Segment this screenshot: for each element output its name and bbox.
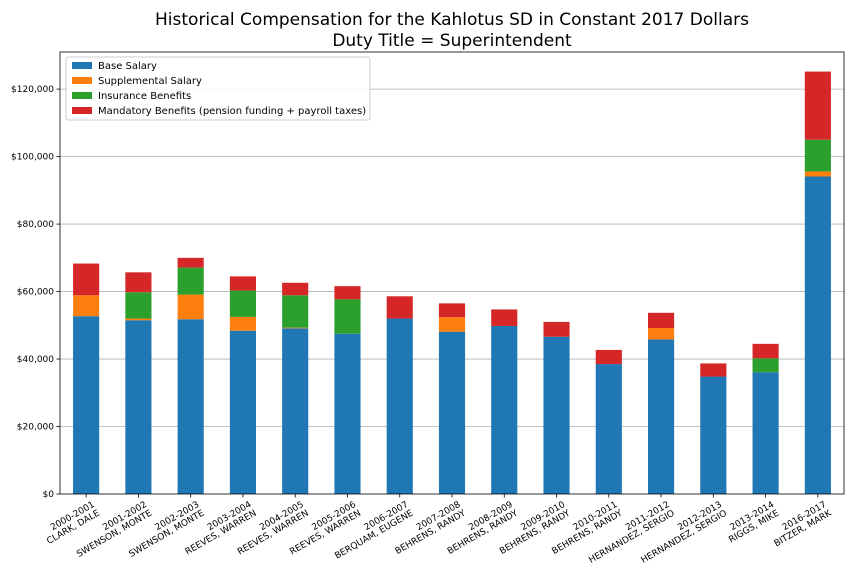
y-tick-label: $100,000: [11, 153, 54, 163]
bar-segment: [334, 299, 361, 334]
bar-segment: [282, 295, 309, 328]
bar-segment: [752, 358, 779, 373]
bar-segment: [438, 331, 466, 494]
legend-swatch: [72, 62, 92, 69]
legend-frame: [65, 56, 371, 121]
bar-segment: [648, 327, 675, 340]
bar-segment: [177, 319, 204, 494]
bar-segment: [125, 272, 152, 293]
bar-segment: [229, 330, 256, 494]
y-tick-label: $80,000: [17, 220, 54, 230]
bar-segment: [648, 312, 675, 328]
bars: [73, 71, 831, 494]
bar-segment: [125, 318, 152, 321]
bar-segment: [229, 316, 256, 331]
bar-segment: [804, 139, 831, 172]
bar-segment: [648, 339, 675, 494]
bar-segment: [73, 263, 100, 296]
bar-segment: [752, 372, 779, 494]
bar-segment: [438, 317, 466, 332]
bar-segment: [595, 349, 622, 365]
y-tick-label: $40,000: [17, 355, 54, 365]
bar-segment: [282, 327, 309, 329]
bar-segment: [73, 295, 100, 317]
bar-segment: [804, 171, 831, 177]
plot-area: $0 $20,000 $40,000 $60,000 $80,000 $100,000 $1…: [11, 51, 845, 566]
chart-subtitle: Duty Title = Superintendent: [332, 31, 572, 51]
chart-title: Historical Compensation for the Kahlotus…: [155, 10, 749, 30]
bar-segment: [282, 282, 309, 296]
legend-swatch: [72, 107, 92, 114]
bar-segment: [73, 316, 100, 494]
legend-label: Insurance Benefits: [98, 91, 191, 102]
y-tick-label: $0: [43, 490, 55, 500]
y-tick-label: $120,000: [11, 85, 54, 95]
bar-segment: [804, 71, 831, 140]
legend-label: Base Salary: [98, 61, 157, 72]
y-axis: $0 $20,000 $40,000 $60,000 $80,000 $100,000 $1…: [11, 85, 60, 500]
bar-segment: [700, 376, 727, 494]
bar-segment: [177, 294, 204, 320]
legend-swatch: [72, 77, 92, 84]
bar-segment: [334, 286, 361, 300]
bar-segment: [491, 309, 518, 326]
bar-segment: [386, 318, 413, 494]
bar-segment: [177, 267, 204, 295]
bar-segment: [177, 257, 204, 268]
bar-segment: [543, 321, 570, 337]
bar-segment: [438, 303, 466, 318]
legend-label: Mandatory Benefits (pension funding + pa…: [98, 106, 366, 117]
legend-swatch: [72, 92, 92, 99]
bar-segment: [543, 336, 570, 494]
bar-segment: [125, 320, 152, 494]
y-tick-label: $20,000: [17, 423, 54, 433]
bar-segment: [595, 364, 622, 494]
legend-label: Supplemental Salary: [98, 76, 202, 87]
bar-segment: [386, 296, 413, 319]
legend: Base Salary Supplemental Salary Insurance …: [65, 56, 371, 121]
bar-segment: [804, 176, 831, 494]
bar-segment: [491, 325, 518, 494]
bar-segment: [700, 363, 727, 377]
bar-segment: [282, 328, 309, 494]
bar-segment: [229, 276, 256, 291]
bar-segment: [752, 343, 779, 359]
bar-segment: [334, 333, 361, 494]
bar-segment: [229, 290, 256, 317]
y-tick-label: $60,000: [17, 288, 54, 298]
bar-segment: [125, 292, 152, 319]
